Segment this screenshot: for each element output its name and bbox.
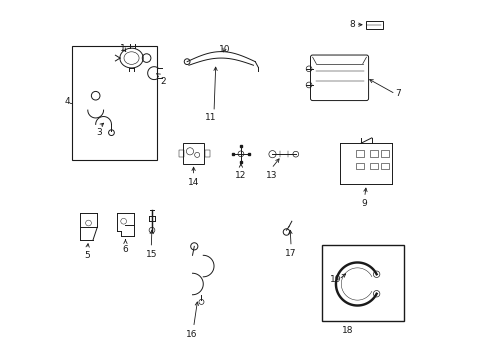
Bar — [178, 149, 183, 157]
Text: 16: 16 — [185, 330, 197, 339]
Text: 3: 3 — [96, 128, 102, 137]
Text: 18: 18 — [341, 326, 353, 335]
Bar — [72, 45, 156, 160]
Text: 10: 10 — [219, 45, 230, 54]
Text: 6: 6 — [122, 244, 128, 253]
Text: 8: 8 — [348, 20, 354, 29]
Text: 14: 14 — [187, 178, 199, 187]
Text: 19: 19 — [329, 275, 341, 284]
Text: 12: 12 — [235, 171, 246, 180]
Bar — [369, 150, 377, 157]
Text: 5: 5 — [84, 251, 90, 260]
Bar — [369, 163, 377, 169]
Bar — [321, 245, 403, 320]
Bar — [381, 150, 388, 157]
Text: 9: 9 — [361, 199, 367, 208]
Text: 11: 11 — [204, 113, 216, 122]
Bar — [355, 150, 363, 157]
Text: 1: 1 — [120, 44, 126, 53]
Text: 15: 15 — [145, 250, 157, 259]
Bar — [355, 163, 363, 169]
Text: 13: 13 — [265, 171, 277, 180]
Text: 17: 17 — [285, 249, 296, 258]
Bar — [183, 143, 204, 163]
Text: 2: 2 — [160, 77, 165, 86]
Bar — [381, 163, 388, 169]
Bar — [204, 149, 210, 157]
Text: 4: 4 — [64, 97, 70, 106]
Text: 7: 7 — [394, 89, 400, 98]
Bar — [365, 21, 382, 29]
